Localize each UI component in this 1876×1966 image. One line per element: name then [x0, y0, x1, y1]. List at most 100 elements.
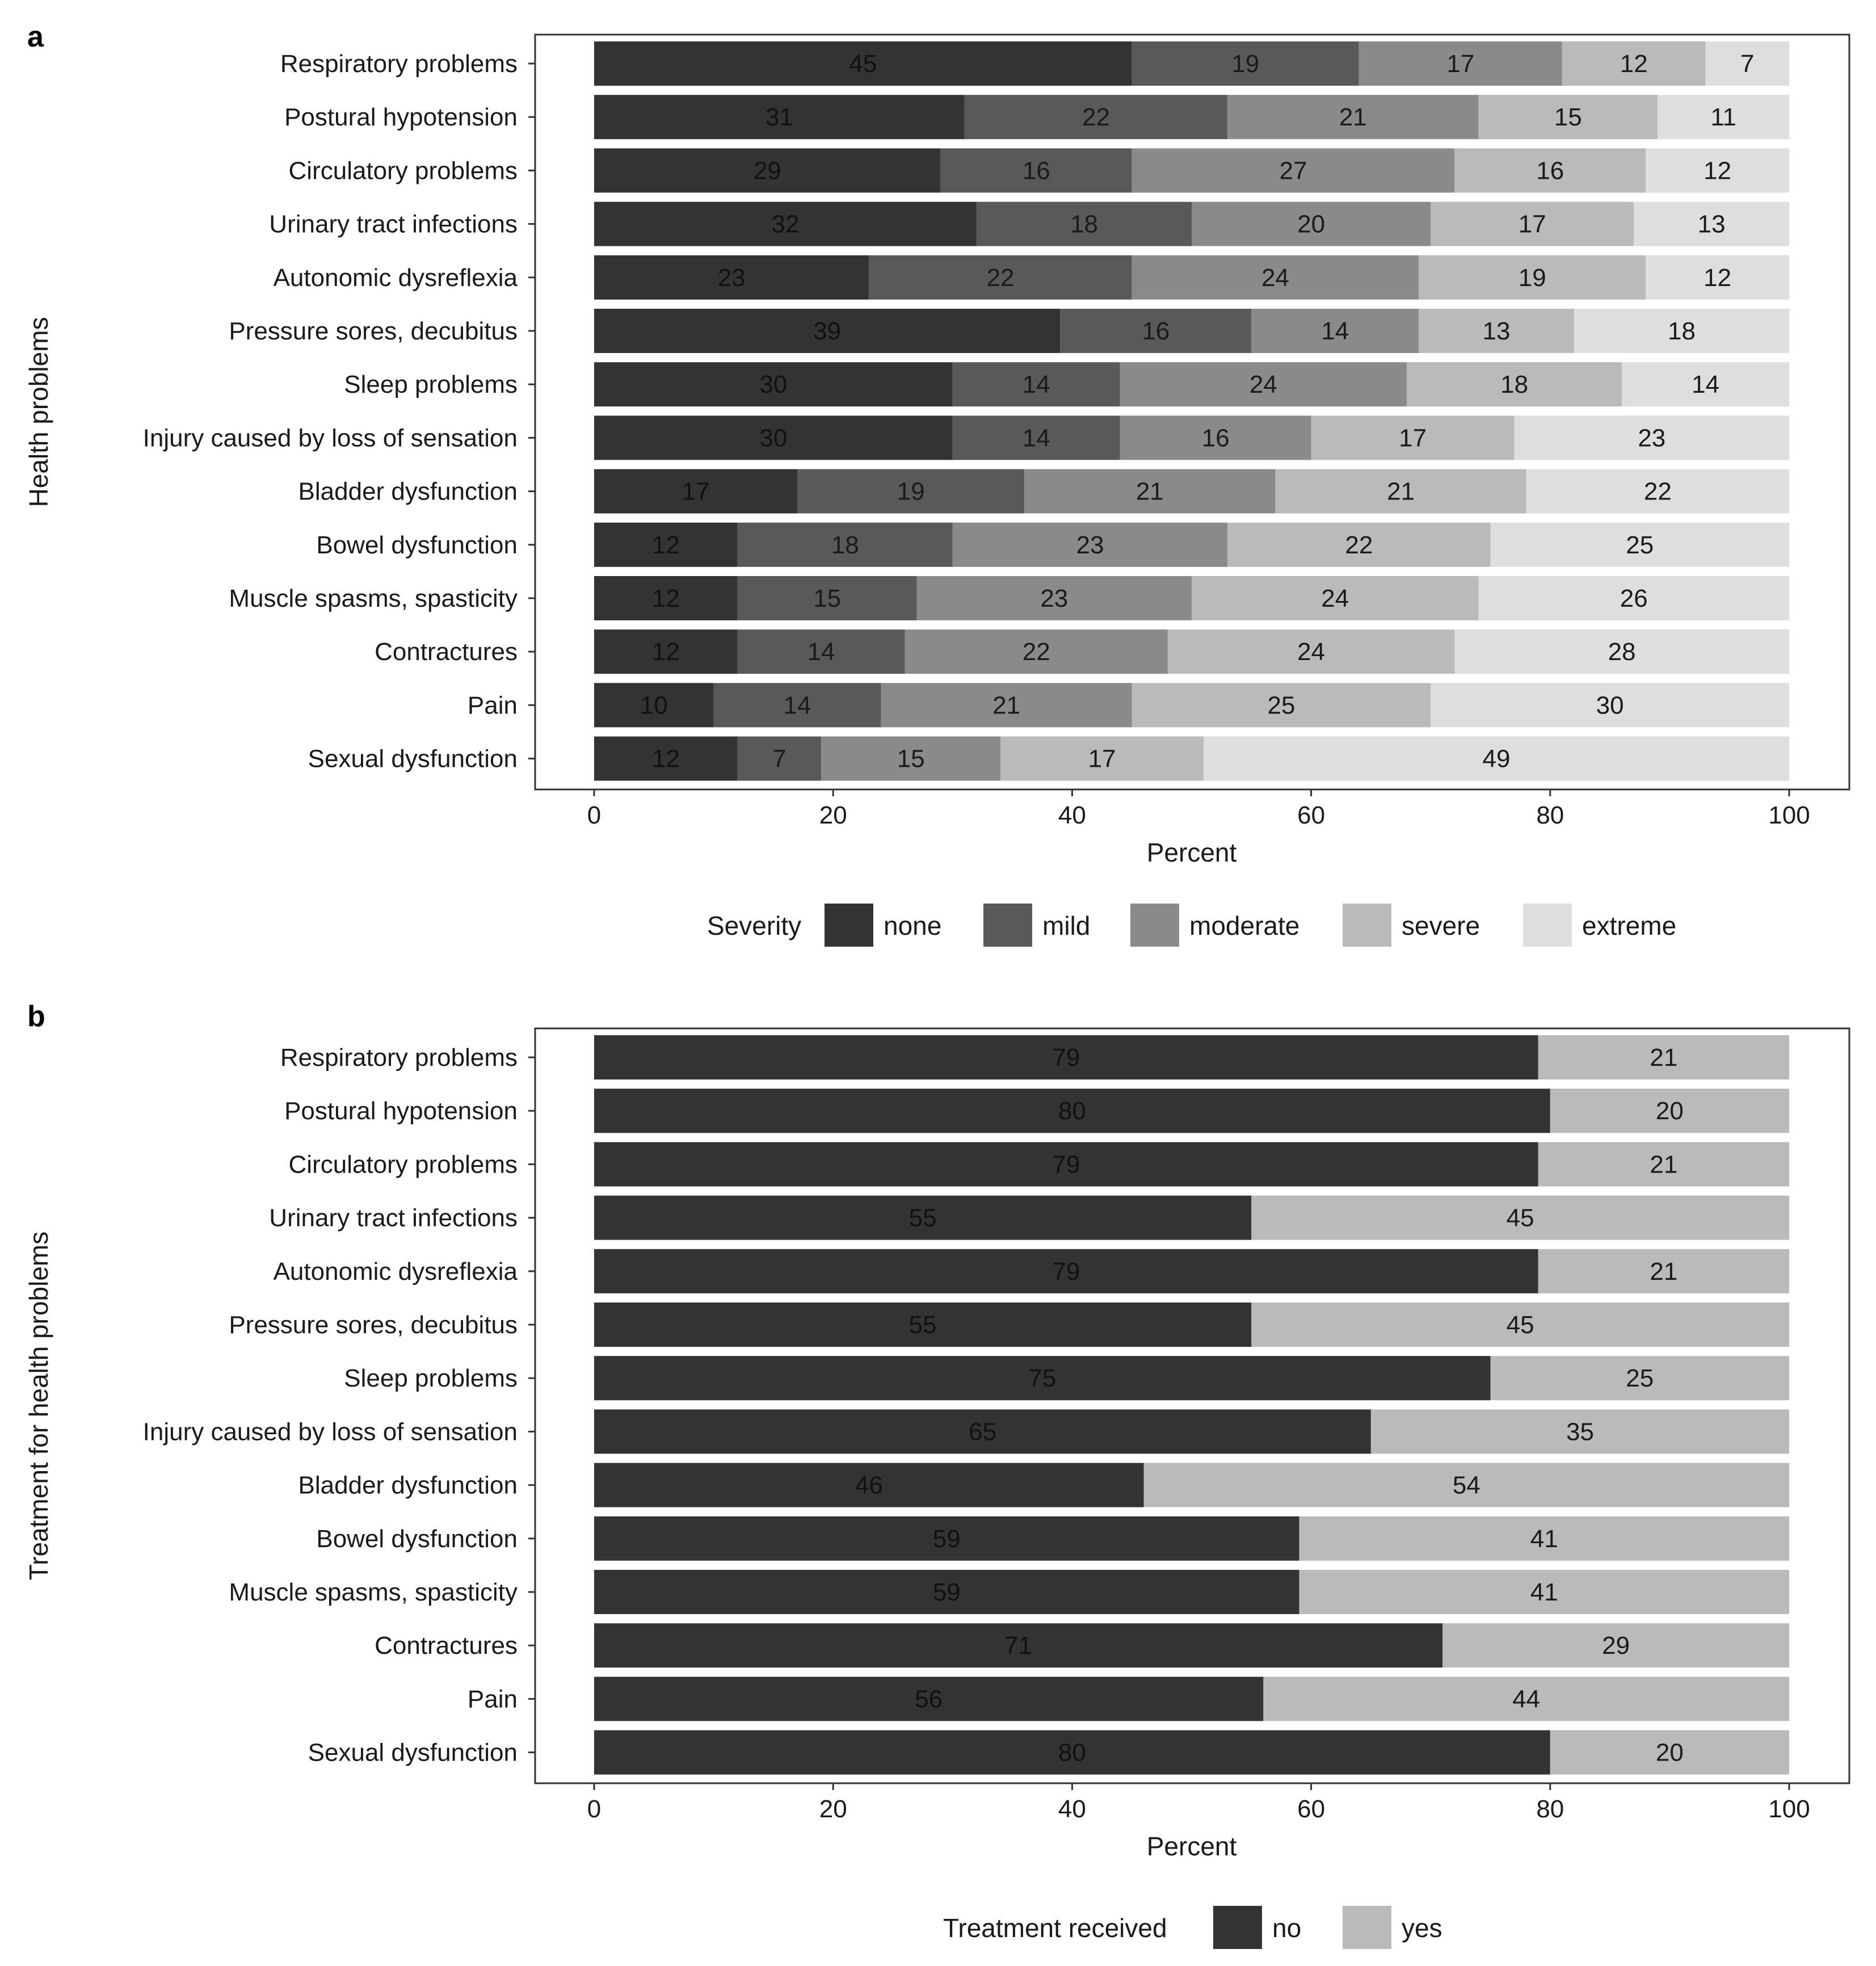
- panel-b-data-label-no: 79: [1052, 1150, 1080, 1178]
- panel-b-bar-yes: [1490, 1356, 1789, 1401]
- panel-a-category-label: Pressure sores, decubitus: [229, 317, 518, 345]
- panel-a-x-tick-labels: 0 20 40 60 80 100: [587, 801, 1810, 829]
- panel-a-legend-key-severe: [1343, 904, 1391, 947]
- panel-a-data-label-severe: 21: [1387, 478, 1415, 506]
- panel-a-bar-severe: [1407, 362, 1622, 407]
- panel-b-data-label-yes: 41: [1530, 1525, 1558, 1553]
- panel-a-bar-extreme: [1574, 309, 1789, 353]
- panel-a-bar-severe: [1227, 522, 1491, 567]
- panel-a-bar-severe: [1311, 415, 1515, 460]
- panel-a-bar-moderate: [1358, 41, 1562, 86]
- panel-a-data-label-mild: 16: [1142, 317, 1170, 345]
- panel-b-bar-no: [594, 1195, 1252, 1240]
- panel-a-data-label-severe: 16: [1536, 157, 1564, 184]
- panel-a-bar-extreme: [1646, 148, 1789, 193]
- panel-b-category-label: Sleep problems: [344, 1364, 518, 1392]
- panel-b-category-label: Sexual dysfunction: [308, 1739, 518, 1767]
- panel-a-bar-none: [594, 576, 738, 620]
- panel-b-y-axis-title: Treatment for health problems: [24, 1232, 53, 1580]
- panel-a-data-label-none: 30: [759, 424, 787, 452]
- panel-b-data-label-yes: 21: [1650, 1150, 1677, 1178]
- panel-a-plot-frame: [534, 33, 1850, 791]
- panel-b-data-label-no: 59: [933, 1525, 961, 1553]
- panel-a-bar-none: [594, 309, 1061, 353]
- panel-b-data-label-no: 79: [1052, 1258, 1080, 1286]
- panel-a-category-label: Circulatory problems: [289, 157, 518, 184]
- panel-a-bar-moderate: [952, 522, 1228, 567]
- panel-a-bar-mild: [1132, 41, 1359, 86]
- panel-a-data-label-extreme: 25: [1626, 531, 1654, 559]
- panel-a-bar-severe: [1419, 309, 1574, 353]
- panel-a-bar-severe: [1167, 629, 1455, 674]
- panel-b-category-labels: Respiratory problems Postural hypotension…: [143, 1044, 518, 1767]
- panel-b-data-label-yes: 20: [1656, 1739, 1684, 1767]
- panel-a-data-label-moderate: 21: [992, 691, 1020, 719]
- panel-b-bar-yes: [1299, 1516, 1789, 1561]
- panel-a-legend-key-mild: [983, 904, 1032, 947]
- panel-a-data-label-mild: 19: [897, 478, 925, 506]
- panel-a-data-label-none: 10: [640, 691, 668, 719]
- panel-a-category-label: Autonomic dysreflexia: [274, 264, 518, 292]
- panel-a-bar-none: [594, 148, 941, 193]
- panel-a-data-label-extreme: 49: [1483, 745, 1511, 773]
- panel-a-bar-severe: [1275, 469, 1526, 514]
- panel-a-bar-moderate: [916, 576, 1192, 620]
- panel-b-data-label-no: 59: [933, 1578, 961, 1606]
- panel-a-data-label-mild: 14: [1023, 424, 1050, 452]
- panel-b-x-tick-label: 20: [819, 1795, 847, 1823]
- panel-a-bar-severe: [1478, 95, 1658, 140]
- panel-a-data-label-moderate: 22: [1023, 638, 1050, 666]
- panel-a-bar-moderate: [905, 629, 1168, 674]
- panel-a-bar-none: [594, 41, 1132, 86]
- panel-a-data-label-none: 12: [652, 531, 680, 559]
- panel-a-bar-severe: [1454, 148, 1646, 193]
- panel-a-legend-key-moderate: [1130, 904, 1179, 947]
- panel-b-bar-yes: [1251, 1195, 1789, 1240]
- panel-a-bar-mild: [952, 415, 1120, 460]
- panel-b-bar-yes: [1550, 1730, 1789, 1775]
- panel-b-data-label-no: 46: [855, 1472, 883, 1499]
- panel-a-data-label-severe: 15: [1554, 103, 1582, 131]
- panel-b-ticks: [528, 1056, 1790, 1790]
- panel-a-bar-extreme: [1634, 201, 1789, 246]
- panel-a-bar-severe: [1562, 41, 1706, 86]
- panel-a-ticks: [528, 62, 1790, 796]
- panel-b-data-label-yes: 35: [1566, 1418, 1594, 1446]
- panel-a-data-label-moderate: 24: [1250, 371, 1277, 398]
- panel-a-data-label-moderate: 21: [1339, 103, 1367, 131]
- panel-b-bar-no: [594, 1730, 1550, 1775]
- panel-b-bar-yes: [1538, 1035, 1789, 1079]
- panel-a-bar-none: [594, 255, 869, 300]
- panel-a-bar-moderate: [1132, 255, 1419, 300]
- panel-b-data-label-no: 55: [909, 1311, 937, 1339]
- panel-b-category-label: Bowel dysfunction: [316, 1525, 518, 1553]
- panel-a-data-label-extreme: 11: [1710, 103, 1736, 131]
- panel-a-bar-moderate: [821, 736, 1001, 781]
- panel-b-bar-no: [594, 1409, 1371, 1454]
- panel-a-data-label-mild: 16: [1023, 157, 1050, 184]
- panel-a-bar-extreme: [1478, 576, 1789, 620]
- panel-b-bar-yes: [1550, 1089, 1789, 1133]
- panel-a-bar-moderate: [1132, 148, 1455, 193]
- panel-b-legend-key-no: [1213, 1906, 1262, 1949]
- panel-b-legend-label-yes: yes: [1402, 1913, 1442, 1943]
- panel-b-data-label-no: 55: [909, 1204, 937, 1232]
- panel-a-data-label-none: 12: [652, 585, 680, 612]
- panel-a-data-label-severe: 12: [1620, 50, 1648, 78]
- panel-b-bar-no: [594, 1677, 1264, 1721]
- panel-a-bar-mild: [940, 148, 1132, 193]
- panel-b-bar-yes: [1299, 1570, 1789, 1614]
- panel-a-data-label-extreme: 22: [1644, 478, 1672, 506]
- panel-a-bar-mild: [737, 736, 822, 781]
- panel-a-bar-moderate: [1024, 469, 1276, 514]
- panel-b-data-label-yes: 21: [1650, 1258, 1677, 1286]
- panel-a-x-tick-label: 20: [819, 801, 847, 829]
- panel-a-data-label-none: 12: [652, 638, 680, 666]
- panel-a-data-label-none: 31: [765, 103, 793, 131]
- panel-b-category-label: Contractures: [375, 1632, 518, 1660]
- panel-a-bar-moderate: [1192, 201, 1431, 246]
- panel-a-data-label-none: 32: [771, 211, 799, 238]
- panel-a-data-label-extreme: 12: [1703, 264, 1731, 292]
- panel-b-data-label-no: 71: [1004, 1632, 1032, 1660]
